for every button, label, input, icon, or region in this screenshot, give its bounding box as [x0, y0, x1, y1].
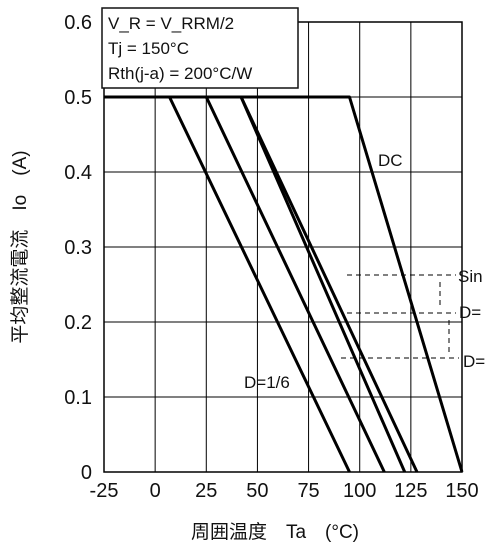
- label-sine: Sin: [458, 267, 483, 286]
- x-tick-label: 50: [246, 480, 268, 502]
- y-axis-title: 平均整流電流 Io (A): [9, 150, 31, 343]
- x-axis-title: 周囲温度 Ta (°C): [191, 521, 359, 543]
- y-tick-label: 0.6: [64, 12, 92, 34]
- condition-rth: Rth(j-a) = 200°C/W: [108, 64, 252, 83]
- x-tick-label: 150: [445, 480, 478, 502]
- y-tick-label: 0.2: [64, 312, 92, 334]
- y-tick-label: 0: [81, 462, 92, 484]
- label-d-half: D=: [459, 303, 481, 322]
- x-tick-label: 100: [343, 480, 376, 502]
- label-d-sixth: D=1/6: [244, 373, 290, 392]
- label-dc: DC: [378, 151, 403, 170]
- label-d-third: D=: [463, 352, 485, 371]
- y-tick-label: 0.5: [64, 87, 92, 109]
- conditions-box: [101, 7, 299, 89]
- x-tick-label: 25: [195, 480, 217, 502]
- x-tick-label: 125: [394, 480, 427, 502]
- y-tick-label: 0.3: [64, 237, 92, 259]
- y-tick-label: 0.4: [64, 162, 92, 184]
- x-tick-label: 75: [297, 480, 319, 502]
- x-tick-label: -25: [90, 480, 119, 502]
- condition-vr: V_R = V_RRM/2: [108, 14, 234, 33]
- series-group: [104, 95, 464, 473]
- x-tick-label: 0: [150, 480, 161, 502]
- y-tick-label: 0.1: [64, 387, 92, 409]
- series-line-d-1-6: [104, 95, 351, 473]
- condition-tj: Tj = 150°C: [108, 39, 189, 58]
